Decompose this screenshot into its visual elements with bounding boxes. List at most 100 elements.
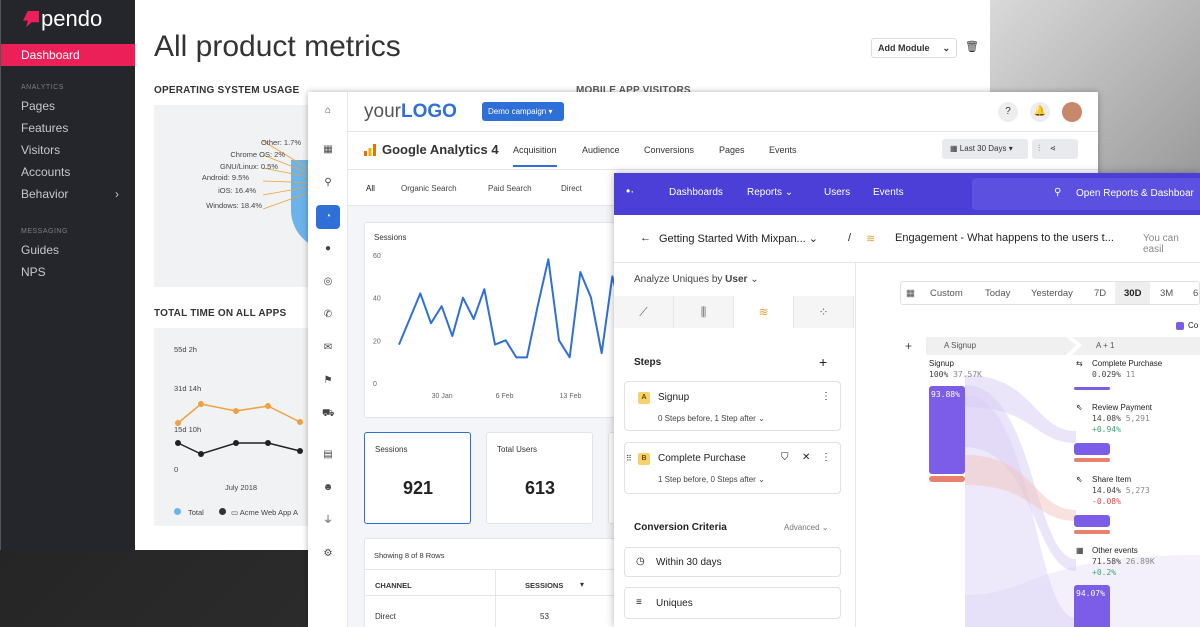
total-time-lines [175,401,303,457]
share-icon[interactable]: ⋖ [1050,143,1056,153]
avatar[interactable] [1062,102,1082,122]
nav-dashboard[interactable]: Dashboard [1,44,135,66]
uniques-criteria[interactable]: ≡ Uniques [624,587,841,619]
breadcrumb-report[interactable]: Engagement - What happens to the users t… [895,232,1114,244]
nav-visitors[interactable]: Visitors [21,143,61,157]
subtab-paid[interactable]: Paid Search [488,184,532,193]
sort-caret-icon[interactable]: ▾ [580,580,585,589]
tab-events[interactable]: Events [769,145,797,155]
flow-bar[interactable] [1074,515,1110,527]
analyze-value: User [725,274,748,285]
os-label: iOS: 16.4% [218,186,256,195]
add-step-icon[interactable]: + [819,354,828,370]
table-header-sessions[interactable]: SESSIONS [525,581,564,590]
filter-icon[interactable]: ⛉ [781,452,789,463]
within-criteria[interactable]: ◷ Within 30 days [624,547,841,577]
subtab-direct[interactable]: Direct [561,184,582,193]
chart-title: Sessions [374,233,407,242]
nav-nps[interactable]: NPS [21,265,46,279]
date-today[interactable]: Today [985,288,1011,299]
flow-pct-value: 0.029% [1092,370,1121,379]
flow-bar[interactable]: 94.07% [1074,585,1110,627]
home-icon[interactable]: ⌂ [324,105,332,116]
date-3m[interactable]: 3M [1160,288,1174,299]
location-icon[interactable]: ⚑ [323,375,333,386]
nav-behavior[interactable]: Behavior [21,187,69,201]
trash-icon[interactable]: 🗑 [965,41,979,53]
kpi-value: 921 [403,478,434,498]
tab-audience[interactable]: Audience [582,145,620,155]
pie-leader-lines [262,140,320,210]
step-card[interactable]: ⠿ B Complete Purchase ⛉ ✕ ⋮ 1 Step befor… [624,442,841,494]
flows-view-tab[interactable]: ≋ [734,296,794,328]
nav-dashboards[interactable]: Dashboards [669,187,723,198]
date-30d[interactable]: 30D [1115,282,1151,304]
bell-icon[interactable]: 🔔 [1030,102,1050,122]
divider [495,569,496,627]
cart-icon[interactable]: ⛟ [322,408,335,419]
flow-bar[interactable] [1074,443,1110,455]
drag-handle-icon[interactable]: ⠿ [626,454,632,463]
date-yesterday[interactable]: Yesterday [1031,288,1073,299]
chat-icon[interactable]: ● [324,243,332,254]
flow-bar[interactable] [1074,387,1110,390]
nav-pages[interactable]: Pages [21,99,56,113]
signup-bar[interactable]: 93.88% [929,386,965,474]
ga-icon-rail: ⌂ ▦ ⚲ ◔ ● ◎ ✆ ✉ ⚑ ⛟ ▤ ☻ ⏚ ⚙ [308,92,348,627]
add-column-icon[interactable]: + [905,339,913,353]
kpi-card-sessions[interactable]: Sessions 921 [364,432,471,524]
nav-reports[interactable]: Reports ⌄ [747,187,793,198]
tab-conversions[interactable]: Conversions [644,145,695,155]
os-label: GNU/Linux: 0.5% [220,162,278,171]
tab-acquisition[interactable]: Acquisition [513,145,557,167]
flow-dropoff-bar [1074,530,1110,534]
advanced-toggle[interactable]: Advanced ⌄ [784,523,829,532]
step-card[interactable]: A Signup ⋮ 0 Steps before, 1 Step after … [624,381,841,431]
subtab-organic[interactable]: Organic Search [401,184,457,193]
more-icon[interactable]: ⋮ [821,452,831,463]
legend-acme-label: Acme Web App A [239,508,298,517]
mail-icon[interactable]: ✉ [323,342,333,353]
breadcrumb-board[interactable]: Getting Started With Mixpan... ⌄ [659,233,819,245]
nav-accounts[interactable]: Accounts [21,165,71,179]
message-icon[interactable]: ◎ [323,276,333,287]
plug-icon[interactable]: ⏚ [323,515,333,526]
nav-users[interactable]: Users [824,187,851,198]
document-icon[interactable]: ▤ [323,449,333,460]
pie-chart-icon[interactable]: ◔ [316,205,340,229]
more-icon[interactable]: ⋮ [821,391,831,402]
step-sub[interactable]: 0 Steps before, 1 Step after ⌄ [658,414,765,423]
help-icon[interactable]: ? [998,102,1018,122]
nav-guides[interactable]: Guides [21,243,60,257]
retention-view-tab[interactable]: ⁘ [794,296,854,328]
pendo-sidebar: pendo Dashboard ANALYTICS Pages Features… [1,0,135,550]
date-range-button[interactable]: ▦ Last 30 Days ▾ [942,139,1028,159]
nav-events[interactable]: Events [873,187,904,198]
date-custom[interactable]: Custom [930,288,963,299]
calendar-icon[interactable]: ▦ [906,288,915,299]
add-module-button[interactable]: Add Module ⌄ [871,38,957,58]
settings-icon[interactable]: ⚙ [323,548,333,559]
grid-icon[interactable]: ▦ [323,144,333,155]
date-6m[interactable]: 6 [1193,288,1199,299]
kpi-card-users[interactable]: Total Users 613 [486,432,593,524]
campaign-dropdown[interactable]: Demo campaign ▾ [482,102,564,121]
divider [365,569,629,570]
phone-icon[interactable]: ✆ [323,309,333,320]
funnels-view-tab[interactable]: ⫼ [674,296,734,328]
users-icon[interactable]: ☻ [322,482,334,493]
subtab-all[interactable]: All [366,184,375,193]
step-sub[interactable]: 1 Step before, 0 Steps after ⌄ [658,475,765,484]
steps-heading: Steps [634,357,662,368]
close-icon[interactable]: ✕ [802,452,811,463]
nav-features[interactable]: Features [21,121,69,135]
date-7d[interactable]: 7D [1094,288,1107,299]
search-icon[interactable]: ⚲ [324,177,332,188]
filter-icon[interactable]: ⫶ [1038,143,1041,153]
tab-pages[interactable]: Pages [719,145,745,155]
insights-view-tab[interactable]: ⟋ [614,296,674,328]
cursor-click-icon: ⇖ [1076,475,1083,484]
analyze-uniques[interactable]: Analyze Uniques by User ⌄ [634,274,759,285]
back-arrow-icon[interactable]: ← [640,232,651,244]
search-input[interactable]: ⚲ Open Reports & Dashboar [972,178,1200,210]
